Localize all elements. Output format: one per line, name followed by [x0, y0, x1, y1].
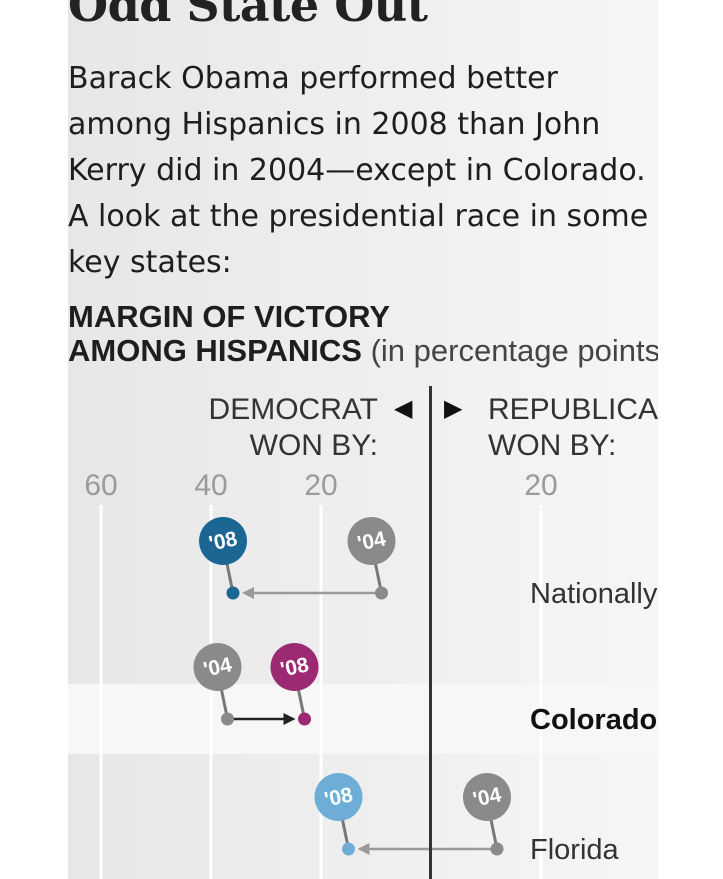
data-dot — [226, 586, 240, 600]
change-arrowhead — [242, 587, 254, 599]
x-tick-label: 60 — [84, 469, 117, 502]
row-band-colorado — [68, 684, 658, 754]
data-point-2004: '04 — [193, 643, 242, 726]
data-point-2008: '08 — [270, 643, 319, 726]
data-point-2008: '08 — [199, 517, 247, 600]
left-arrow-icon: ◀ — [394, 394, 413, 422]
data-dot — [375, 586, 388, 600]
pin-head — [193, 643, 242, 691]
zero-divider — [429, 386, 432, 879]
row-label: Florida — [530, 834, 620, 866]
right-arrow-icon: ▶ — [444, 394, 463, 422]
pin-head — [314, 773, 363, 821]
measure-label-line2: AMONG HISPANICS (in percentage points) — [68, 334, 658, 368]
data-dot — [490, 842, 504, 856]
data-dot — [342, 842, 355, 856]
democrat-side-label: DEMOCRAT WON BY: — [208, 393, 378, 462]
measure-label-line1: MARGIN OF VICTORY — [68, 299, 391, 334]
x-tick-label: 40 — [194, 469, 227, 502]
change-arrowhead — [283, 713, 296, 725]
data-point-2008: '08 — [314, 773, 363, 856]
dot-chart: 60 40 20 20 '04 '08 '04 '08 '04 '08 Nationally Co… — [68, 469, 658, 879]
pin-head — [199, 517, 247, 565]
row-label: Nationally — [530, 578, 658, 610]
data-point-2004: '04 — [463, 773, 511, 856]
pin-head — [270, 643, 319, 691]
change-arrowhead — [357, 843, 370, 855]
data-point-2004: '04 — [347, 517, 396, 600]
measure-label-strong: AMONG HISPANICS — [68, 333, 362, 368]
chart-panel: Odd State Out Barack Obama performed bet… — [68, 0, 658, 879]
pin-head — [463, 773, 511, 821]
data-dot — [298, 712, 311, 726]
pin-head — [347, 517, 396, 565]
measure-unit: (in percentage points) — [370, 333, 658, 368]
republican-side-label: REPUBLICAN WON BY: — [488, 393, 658, 462]
x-tick-label: 20 — [524, 469, 557, 502]
x-tick-label: 20 — [304, 469, 337, 502]
row-label: Colorado — [530, 704, 657, 736]
data-dot — [221, 712, 234, 726]
chart-description: Barack Obama performed better among Hisp… — [68, 61, 649, 280]
chart-title: Odd State Out — [68, 0, 428, 32]
